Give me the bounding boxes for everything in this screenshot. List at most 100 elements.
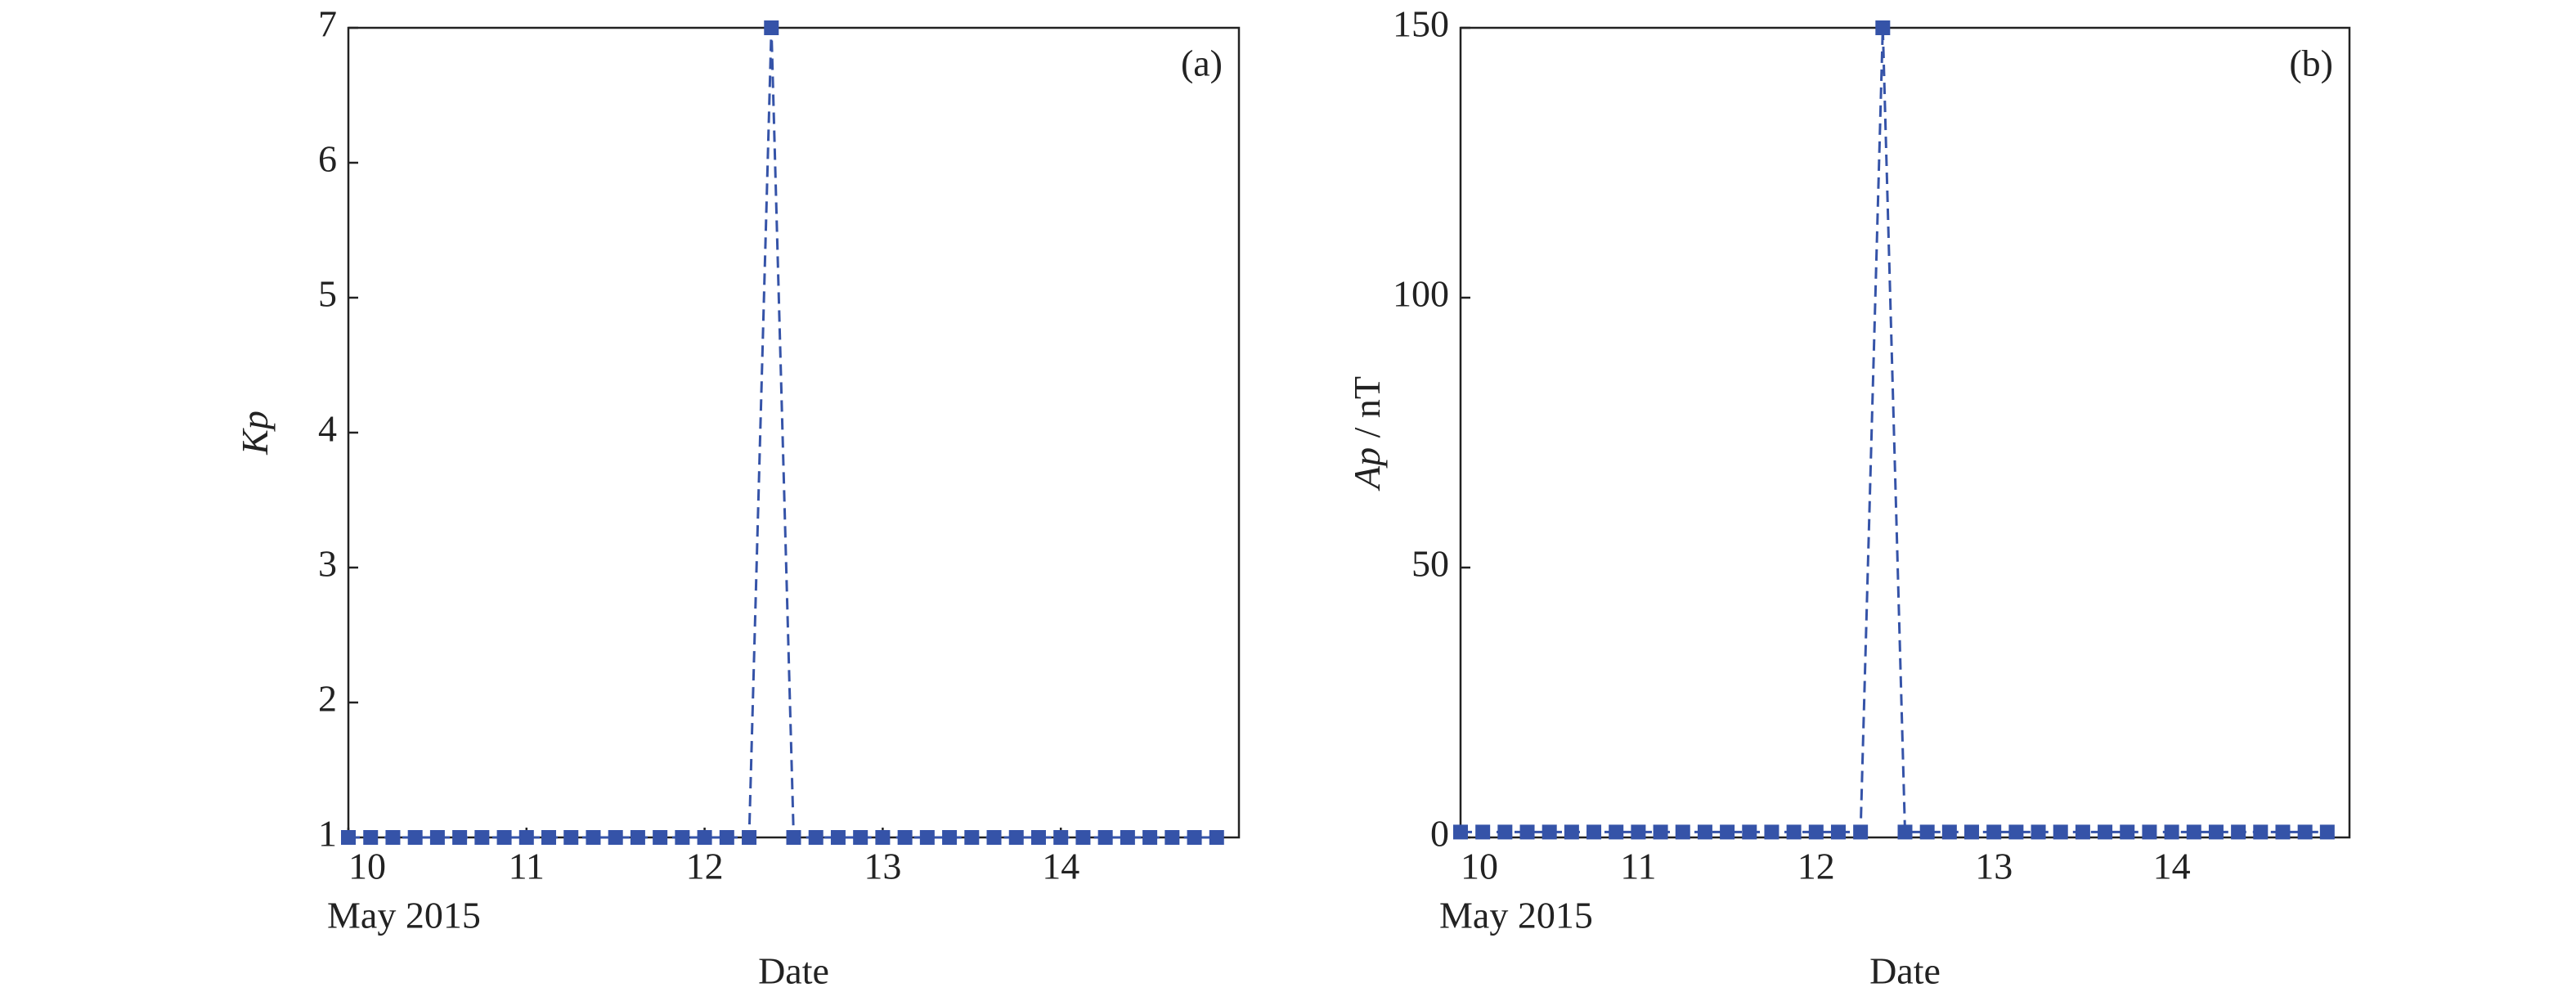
data-marker bbox=[385, 830, 401, 845]
data-marker bbox=[964, 830, 980, 845]
data-marker bbox=[2008, 824, 2024, 840]
panel-label: (b) bbox=[2289, 43, 2333, 84]
x-tick-label: 13 bbox=[1975, 846, 2013, 887]
y-tick-label: 150 bbox=[1393, 3, 1449, 45]
data-marker bbox=[1919, 824, 1935, 840]
data-marker bbox=[2031, 824, 2046, 840]
y-axis-label-unit: / nT bbox=[1346, 376, 1388, 438]
data-marker bbox=[1497, 824, 1513, 840]
data-marker bbox=[1475, 824, 1491, 840]
data-marker bbox=[1897, 824, 1913, 840]
x-tick-label: 13 bbox=[864, 846, 901, 887]
data-marker bbox=[786, 830, 801, 845]
data-marker bbox=[1609, 824, 1624, 840]
data-marker bbox=[1053, 830, 1069, 845]
data-marker bbox=[1786, 824, 1802, 840]
x-tick-label: 11 bbox=[1620, 846, 1656, 887]
data-marker bbox=[1519, 824, 1535, 840]
data-marker bbox=[1453, 824, 1468, 840]
data-marker bbox=[742, 830, 757, 845]
x-axis-label: Date bbox=[1869, 950, 1941, 992]
data-marker bbox=[830, 830, 846, 845]
data-marker bbox=[764, 20, 779, 35]
data-marker bbox=[808, 830, 824, 845]
x-axis-label: Date bbox=[758, 950, 829, 992]
x-tick-label: 11 bbox=[509, 846, 545, 887]
data-marker bbox=[630, 830, 645, 845]
data-marker bbox=[2164, 824, 2179, 840]
data-marker bbox=[1853, 824, 1869, 840]
data-marker bbox=[1586, 824, 1602, 840]
data-marker bbox=[1097, 830, 1113, 845]
data-marker bbox=[719, 830, 734, 845]
plot-frame bbox=[347, 26, 1241, 839]
data-line bbox=[1461, 27, 2327, 833]
y-tick-label: 6 bbox=[318, 138, 337, 180]
data-marker bbox=[1808, 824, 1824, 840]
data-marker bbox=[2075, 824, 2090, 840]
data-marker bbox=[1209, 830, 1224, 845]
data-marker bbox=[986, 830, 1002, 845]
data-marker bbox=[496, 830, 512, 845]
data-marker bbox=[653, 830, 668, 845]
data-marker bbox=[2319, 824, 2335, 840]
data-marker bbox=[452, 830, 468, 845]
data-marker bbox=[1542, 824, 1557, 840]
y-axis-label-symbol: Kp bbox=[234, 411, 276, 456]
data-marker bbox=[1675, 824, 1690, 840]
data-marker bbox=[474, 830, 490, 845]
y-tick-label: 1 bbox=[318, 813, 337, 855]
data-marker bbox=[1830, 824, 1846, 840]
data-marker bbox=[2297, 824, 2313, 840]
x-sublabel: May 2015 bbox=[327, 895, 481, 936]
x-sublabel: May 2015 bbox=[1439, 895, 1593, 936]
data-marker bbox=[897, 830, 913, 845]
data-marker bbox=[1697, 824, 1712, 840]
data-marker bbox=[541, 830, 557, 845]
data-marker bbox=[2253, 824, 2269, 840]
panel-label: (a) bbox=[1181, 43, 1223, 84]
data-marker bbox=[2275, 824, 2291, 840]
x-tick-label: 12 bbox=[1797, 846, 1835, 887]
data-marker bbox=[1720, 824, 1735, 840]
data-marker bbox=[853, 830, 868, 845]
data-marker bbox=[675, 830, 690, 845]
y-tick-label: 100 bbox=[1393, 273, 1449, 315]
y-tick-label: 5 bbox=[318, 273, 337, 315]
y-axis-label: Kp bbox=[234, 411, 276, 456]
data-marker bbox=[875, 830, 891, 845]
data-marker bbox=[1142, 830, 1158, 845]
data-marker bbox=[2053, 824, 2068, 840]
x-tick-label: 12 bbox=[686, 846, 724, 887]
data-marker bbox=[1631, 824, 1646, 840]
data-marker bbox=[1165, 830, 1180, 845]
data-marker bbox=[1742, 824, 1757, 840]
data-marker bbox=[2098, 824, 2113, 840]
x-tick-label: 14 bbox=[1042, 846, 1079, 887]
y-axis-label-symbol: Ap bbox=[1346, 447, 1388, 492]
data-marker bbox=[1120, 830, 1135, 845]
data-marker bbox=[2231, 824, 2246, 840]
x-tick-label: 10 bbox=[348, 846, 386, 887]
data-marker bbox=[1875, 20, 1891, 35]
data-marker bbox=[1187, 830, 1202, 845]
x-tick-label: 10 bbox=[1461, 846, 1498, 887]
y-axis-label: Ap / nT bbox=[1346, 376, 1388, 492]
data-marker bbox=[942, 830, 958, 845]
data-marker bbox=[1653, 824, 1668, 840]
data-marker bbox=[563, 830, 579, 845]
data-line bbox=[348, 27, 1217, 839]
y-tick-label: 50 bbox=[1411, 543, 1449, 585]
data-marker bbox=[407, 830, 423, 845]
y-tick-label: 0 bbox=[1430, 813, 1449, 855]
data-marker bbox=[2186, 824, 2201, 840]
data-marker bbox=[586, 830, 601, 845]
x-tick-label: 14 bbox=[2153, 846, 2191, 887]
y-tick-label: 7 bbox=[318, 3, 337, 45]
data-marker bbox=[1964, 824, 1980, 840]
y-tick-label: 4 bbox=[318, 408, 337, 450]
data-marker bbox=[1986, 824, 2002, 840]
data-marker bbox=[608, 830, 623, 845]
data-marker bbox=[2120, 824, 2135, 840]
